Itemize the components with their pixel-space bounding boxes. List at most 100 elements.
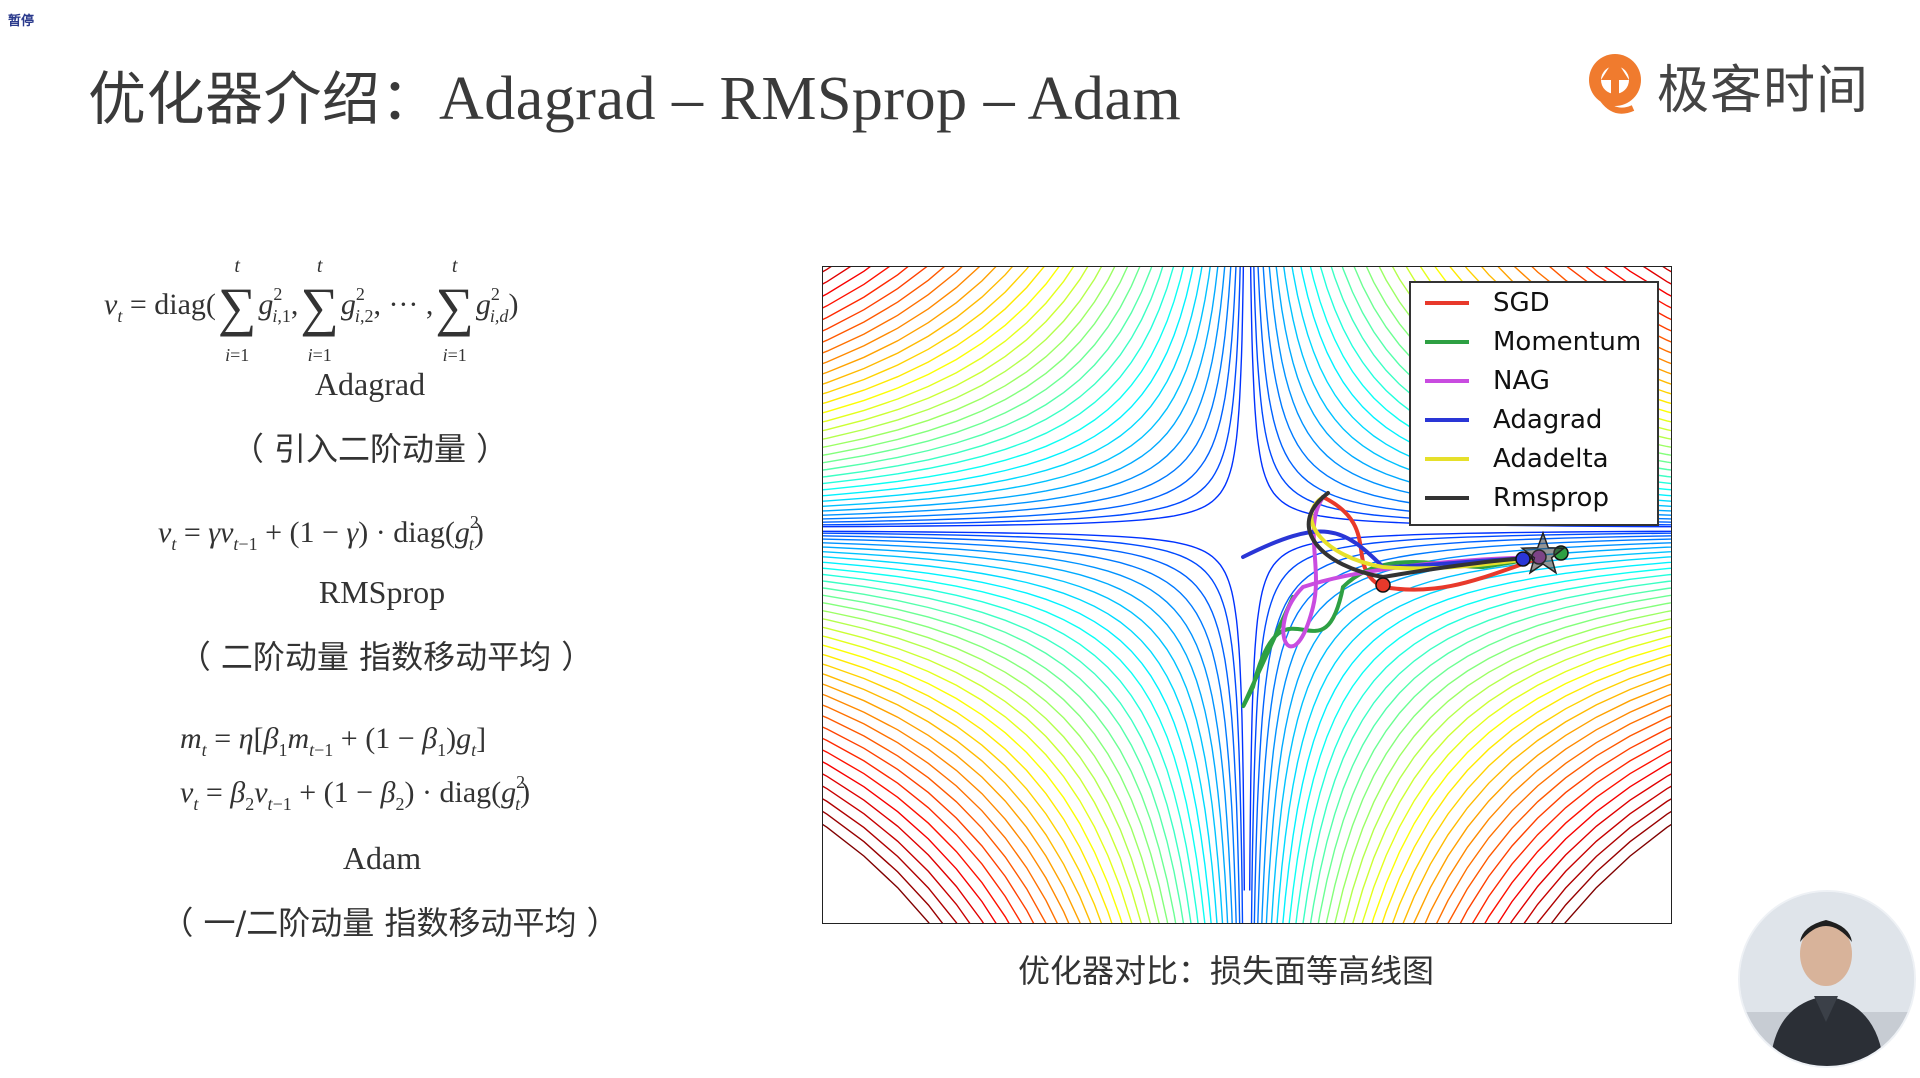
- contour-plot: SGD Momentum NAG Adagrad Adadelta Rmsprop: [822, 266, 1672, 924]
- presenter-silhouette: [1740, 892, 1914, 1066]
- contour-line: [823, 267, 1237, 523]
- legend-label: SGD: [1493, 287, 1550, 318]
- contour-line: [823, 535, 1241, 923]
- contour-line: [1317, 594, 1671, 923]
- chart-legend: SGD Momentum NAG Adagrad Adadelta Rmsprop: [1409, 281, 1659, 526]
- legend-swatch: [1425, 339, 1469, 344]
- contour-line: [1484, 749, 1671, 923]
- contour-line: [823, 635, 1133, 923]
- contour-line: [823, 267, 1089, 432]
- contour-line: [1436, 704, 1671, 923]
- slide-title-en: Adagrad – RMSprop – Adam: [439, 65, 1182, 133]
- logo-text: 极客时间: [1657, 60, 1870, 121]
- contour-line: [1334, 610, 1671, 923]
- legend-item-adagrad: Adagrad: [1411, 400, 1657, 439]
- contour-line: [823, 673, 1092, 923]
- contour-line: [1523, 785, 1671, 923]
- contour-line: [823, 267, 1129, 456]
- trajectory-endpoint-marker: [1375, 577, 1391, 593]
- contour-line: [823, 538, 1237, 923]
- contour-line: [1447, 715, 1671, 923]
- contour-line: [823, 785, 971, 923]
- contour-line: [823, 737, 1023, 923]
- contour-line: [823, 267, 1175, 485]
- contour-line: [823, 594, 1177, 923]
- contour-line: [823, 693, 1070, 923]
- contour-line: [1497, 267, 1671, 375]
- contour-line: [823, 267, 909, 321]
- adagrad-label: Adagrad: [314, 366, 426, 402]
- plot-caption: 优化器对比：损失面等高线图: [1018, 952, 1435, 990]
- contour-line: [823, 715, 1047, 923]
- contour-line: [1325, 602, 1671, 923]
- contour-line: [1309, 587, 1671, 923]
- legend-label: Adagrad: [1493, 404, 1603, 435]
- legend-label: NAG: [1493, 365, 1550, 396]
- legend-item-nag: NAG: [1411, 361, 1657, 400]
- contour-line: [823, 267, 1060, 414]
- contour-line: [1288, 567, 1671, 923]
- legend-swatch: [1425, 378, 1469, 383]
- contour-line: [823, 267, 1013, 385]
- contour-line: [823, 683, 1081, 923]
- contour-line: [823, 530, 1245, 891]
- contour-line: [1391, 663, 1671, 923]
- contour-line: [1250, 532, 1671, 923]
- contour-line: [823, 546, 1229, 923]
- contour-line: [823, 618, 1151, 923]
- contour-line: [823, 773, 985, 923]
- contour-line: [1261, 542, 1671, 923]
- adagrad-formula: vt = diag(∑ t i=1 g2i,1,∑ t i=1 g2i,2, ··· ,∑ t…: [104, 255, 519, 365]
- contour-line: [1536, 798, 1671, 923]
- legend-swatch: [1425, 495, 1469, 500]
- contour-line: [823, 267, 1075, 423]
- contour-line: [823, 267, 1232, 520]
- rmsprop-note: （ 二阶动量 指数移动平均 ）: [178, 638, 594, 676]
- contour-line: [823, 267, 1045, 405]
- legend-item-sgd: SGD: [1411, 283, 1657, 322]
- legend-item-momentum: Momentum: [1411, 322, 1657, 361]
- geektime-logo-icon: [1589, 54, 1641, 114]
- adagrad-note: （ 引入二阶动量 ）: [231, 430, 509, 468]
- contour-line: [1497, 761, 1671, 923]
- adam-note: （ 一/二阶动量 指数移动平均 ）: [161, 904, 619, 942]
- trajectory-endpoint-marker: [1515, 551, 1531, 567]
- legend-label: Adadelta: [1493, 443, 1609, 474]
- contour-line: [823, 267, 1164, 478]
- geektime-logo: 极客时间: [1585, 50, 1870, 121]
- contour-line: [823, 267, 1194, 497]
- legend-item-adadelta: Adadelta: [1411, 439, 1657, 478]
- trajectory-momentum: [1241, 555, 1545, 708]
- contour-line: [823, 810, 944, 923]
- contour-line: [1295, 573, 1671, 923]
- contour-line: [823, 267, 945, 343]
- rmsprop-formula: vt = γvt−1 + (1 − γ) · diag(g2t): [158, 512, 484, 554]
- contour-line: [823, 602, 1169, 923]
- contour-line: [823, 561, 1212, 923]
- contour-line: [823, 267, 997, 375]
- contour-line: [823, 587, 1185, 923]
- contour-line: [1343, 618, 1671, 923]
- contour-line: [823, 267, 1241, 526]
- contour-line: [823, 726, 1035, 923]
- contour-line: [823, 267, 1103, 440]
- contour-line: [1413, 683, 1671, 923]
- contour-line: [823, 267, 1203, 502]
- contour-line: [1249, 530, 1671, 891]
- contour-line: [823, 267, 871, 297]
- contour-line: [823, 761, 997, 923]
- contour-line: [823, 610, 1160, 923]
- trajectory-adadelta: [1309, 495, 1545, 571]
- contour-line: [823, 567, 1206, 923]
- contour-line: [823, 267, 1245, 528]
- presenter-video: [1738, 890, 1916, 1068]
- contour-line: [1371, 644, 1671, 923]
- contour-line: [1402, 673, 1671, 923]
- contour-line: [1509, 773, 1671, 923]
- pause-badge: 暂停: [8, 14, 35, 29]
- contour-line: [823, 267, 1226, 516]
- contour-line: [823, 663, 1103, 923]
- contour-line: [1253, 535, 1671, 923]
- contour-line: [823, 267, 1185, 491]
- contour-line: [1550, 810, 1671, 923]
